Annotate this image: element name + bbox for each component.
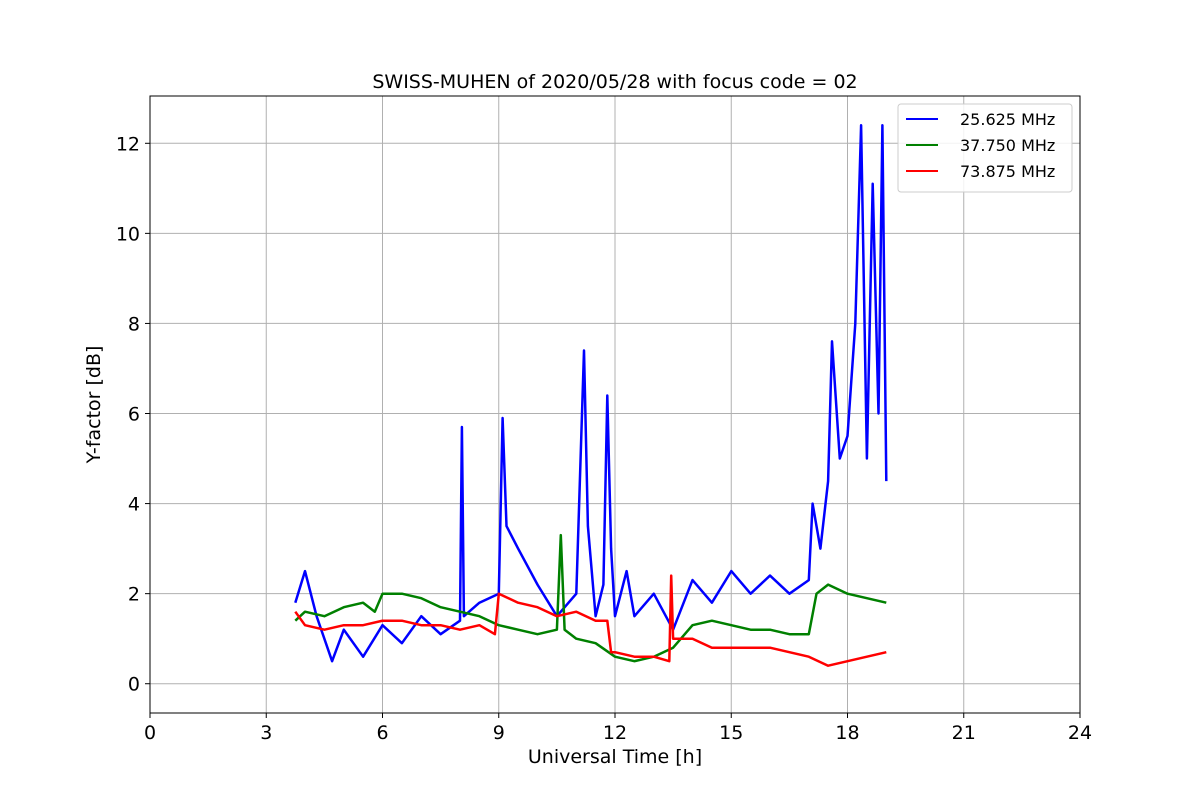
x-tick-label: 12 bbox=[603, 722, 627, 744]
y-tick-label: 10 bbox=[116, 223, 140, 245]
legend-label: 25.625 MHz bbox=[960, 110, 1055, 129]
y-tick-label: 4 bbox=[128, 494, 140, 516]
x-tick-label: 18 bbox=[835, 722, 859, 744]
x-tick-label: 6 bbox=[376, 722, 388, 744]
y-axis-label: Y-factor [dB] bbox=[83, 346, 105, 465]
x-axis-label: Universal Time [h] bbox=[528, 746, 702, 768]
legend-label: 37.750 MHz bbox=[960, 136, 1055, 155]
x-tick-label: 21 bbox=[952, 722, 976, 744]
x-tick-label: 24 bbox=[1068, 722, 1092, 744]
series-line bbox=[294, 574, 887, 667]
series-group bbox=[294, 124, 888, 667]
y-tick-label: 8 bbox=[128, 313, 140, 335]
series-line bbox=[294, 533, 887, 663]
y-tick-label: 0 bbox=[128, 674, 140, 696]
y-tick-label: 2 bbox=[128, 584, 140, 606]
legend-label: 73.875 MHz bbox=[960, 162, 1055, 181]
x-tick-label: 15 bbox=[719, 722, 743, 744]
x-tick-label: 9 bbox=[493, 722, 505, 744]
legend-box bbox=[897, 103, 1073, 193]
chart-title: SWISS-MUHEN of 2020/05/28 with focus cod… bbox=[372, 71, 857, 93]
y-tick-label: 6 bbox=[128, 404, 140, 426]
legend: 25.625 MHz 37.750 MHz 73.875 MHz bbox=[897, 103, 1073, 193]
y-tick-label: 12 bbox=[116, 133, 140, 155]
x-tick-label: 0 bbox=[144, 722, 156, 744]
x-tick-label: 3 bbox=[260, 722, 272, 744]
